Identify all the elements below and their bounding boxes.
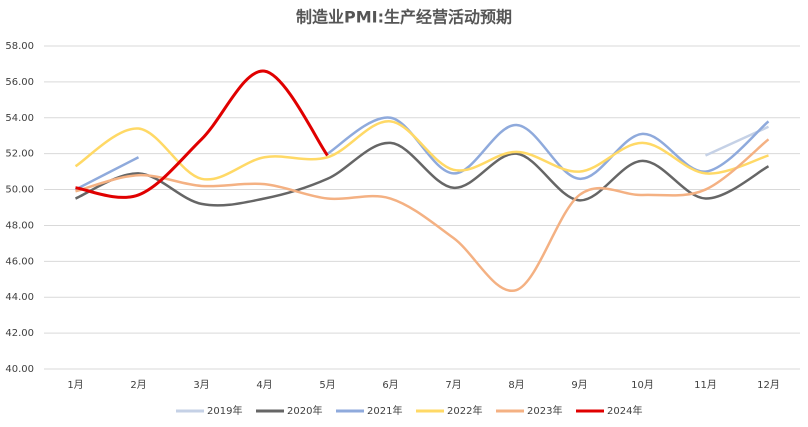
series-line — [704, 125, 770, 157]
x-tick-label: 7月 — [445, 379, 461, 391]
y-tick-label: 50.00 — [5, 185, 34, 196]
x-tick-label: 12月 — [757, 379, 780, 391]
y-tick-label: 58.00 — [5, 41, 34, 52]
y-tick-label: 48.00 — [5, 220, 34, 231]
chart-title: 制造业PMI:生产经营活动预期 — [296, 8, 512, 27]
x-tick-label: 11月 — [694, 379, 717, 391]
y-tick-label: 46.00 — [5, 256, 34, 267]
legend-label: 2019年 — [207, 404, 242, 417]
series-line — [75, 69, 329, 199]
series-line — [75, 138, 770, 292]
series-line — [74, 141, 770, 207]
y-tick-label: 44.00 — [5, 292, 34, 303]
x-tick-label: 3月 — [193, 379, 209, 391]
legend-label: 2024年 — [607, 404, 642, 417]
x-tick-label: 4月 — [256, 379, 272, 391]
legend-label: 2023年 — [527, 404, 562, 417]
x-tick-label: 6月 — [382, 379, 398, 391]
y-tick-label: 52.00 — [5, 149, 34, 160]
x-tick-label: 5月 — [319, 379, 335, 391]
x-tick-label: 2月 — [130, 379, 146, 391]
y-tick-label: 56.00 — [5, 77, 34, 88]
y-tick-label: 54.00 — [5, 113, 34, 124]
y-tick-label: 40.00 — [5, 364, 34, 375]
legend-label: 2022年 — [447, 404, 482, 417]
x-tick-label: 10月 — [631, 379, 654, 391]
x-tick-label: 8月 — [508, 379, 524, 391]
legend-label: 2021年 — [367, 404, 402, 417]
x-tick-label: 1月 — [67, 379, 83, 391]
legend-label: 2020年 — [287, 404, 322, 417]
x-tick-label: 9月 — [571, 379, 587, 391]
plot-area — [74, 69, 770, 292]
y-tick-label: 42.00 — [5, 328, 34, 339]
series-line — [74, 120, 769, 181]
